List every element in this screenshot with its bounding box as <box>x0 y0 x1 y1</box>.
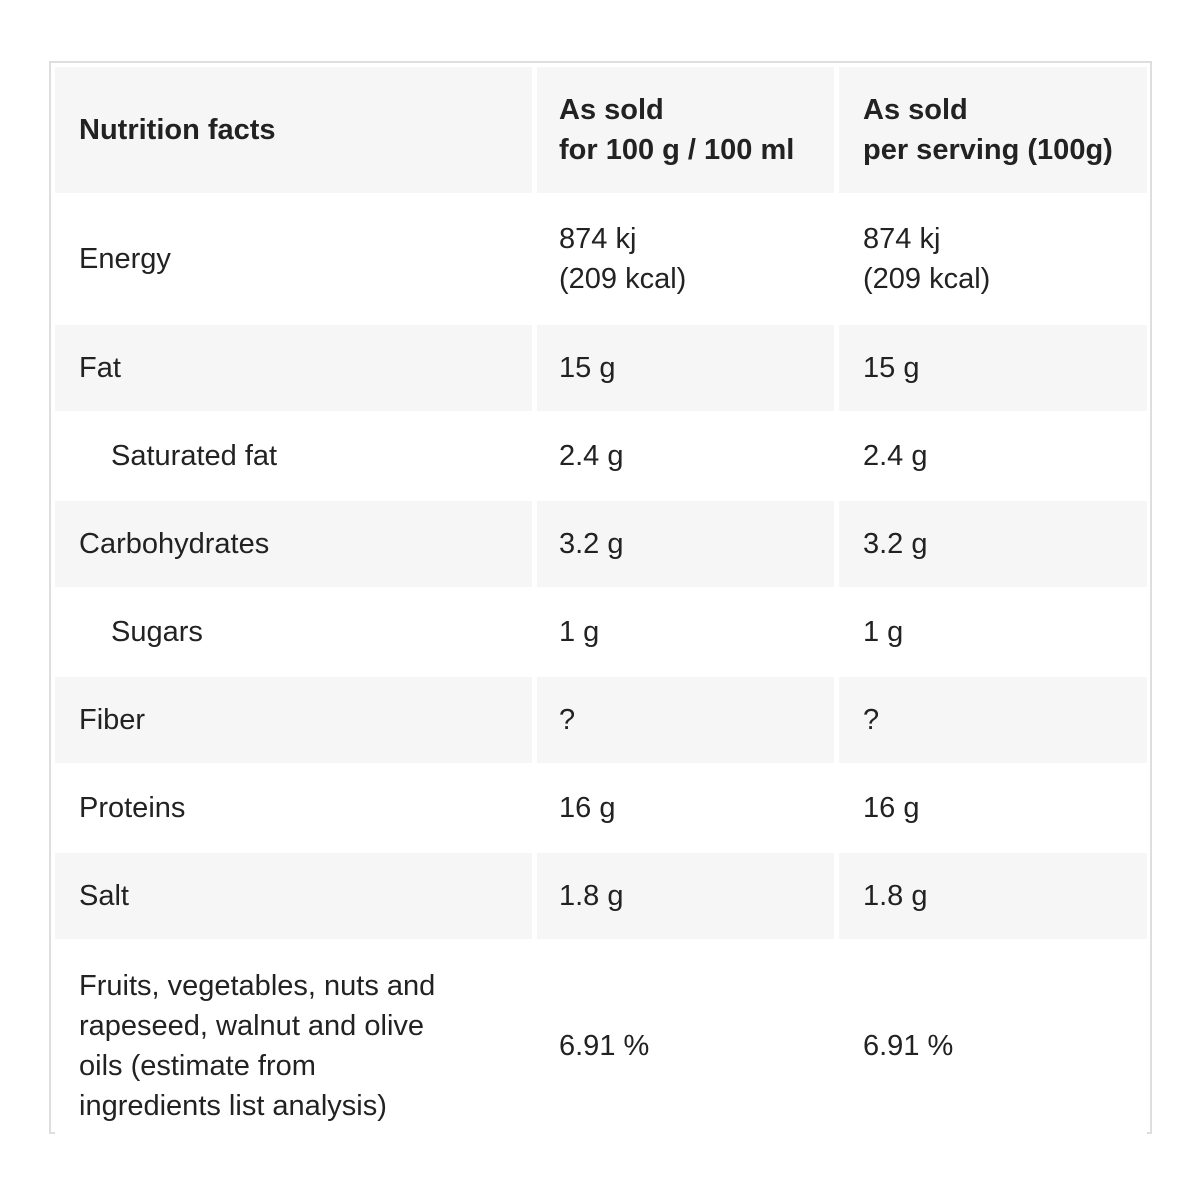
table-row-fat: Fat 15 g 15 g <box>55 325 1147 411</box>
table-row-sugars: Sugars 1 g 1 g <box>55 587 1147 677</box>
row-value-per-100: ? <box>537 677 834 763</box>
row-value-per-100: 874 kj (209 kcal) <box>537 193 834 325</box>
row-label: Carbohydrates <box>55 501 532 587</box>
row-label: Proteins <box>55 763 532 853</box>
table-row-salt: Salt 1.8 g 1.8 g <box>55 853 1147 939</box>
row-value-per-100: 1.8 g <box>537 853 834 939</box>
row-value-per-100: 1 g <box>537 587 834 677</box>
row-label: Energy <box>55 193 532 325</box>
row-value-per-serving: 1 g <box>839 587 1147 677</box>
row-value-per-serving: 874 kj (209 kcal) <box>839 193 1147 325</box>
row-value-per-100: 2.4 g <box>537 411 834 501</box>
row-value-per-serving: 6.91 % <box>839 939 1147 1153</box>
row-value-per-serving: ? <box>839 677 1147 763</box>
row-value-per-100: 16 g <box>537 763 834 853</box>
row-value-per-serving: 15 g <box>839 325 1147 411</box>
row-value-per-100: 6.91 % <box>537 939 834 1153</box>
row-label: Fiber <box>55 677 532 763</box>
row-label: Saturated fat <box>55 411 532 501</box>
header-nutrition-facts: Nutrition facts <box>55 67 532 193</box>
table-row-fruits-vegetables: Fruits, vegetables, nuts and rapeseed, w… <box>55 939 1147 1153</box>
table-row-fiber: Fiber ? ? <box>55 677 1147 763</box>
row-value-per-serving: 16 g <box>839 763 1147 853</box>
row-label: Fruits, vegetables, nuts and rapeseed, w… <box>55 939 532 1153</box>
row-value-per-serving: 2.4 g <box>839 411 1147 501</box>
table-row-saturated-fat: Saturated fat 2.4 g 2.4 g <box>55 411 1147 501</box>
table-row-proteins: Proteins 16 g 16 g <box>55 763 1147 853</box>
nutrition-table-container: Nutrition facts As sold for 100 g / 100 … <box>49 61 1152 1153</box>
row-value-per-100: 3.2 g <box>537 501 834 587</box>
header-per-serving: As sold per serving (100g) <box>839 67 1147 193</box>
table-row-energy: Energy 874 kj (209 kcal) 874 kj (209 kca… <box>55 193 1147 325</box>
row-value-per-serving: 1.8 g <box>839 853 1147 939</box>
header-per-100g: As sold for 100 g / 100 ml <box>537 67 834 193</box>
row-label: Fat <box>55 325 532 411</box>
table-header-row: Nutrition facts As sold for 100 g / 100 … <box>55 67 1147 193</box>
nutrition-facts-table: Nutrition facts As sold for 100 g / 100 … <box>55 67 1147 1153</box>
row-label: Sugars <box>55 587 532 677</box>
row-value-per-serving: 3.2 g <box>839 501 1147 587</box>
row-label: Salt <box>55 853 532 939</box>
row-value-per-100: 15 g <box>537 325 834 411</box>
table-row-carbohydrates: Carbohydrates 3.2 g 3.2 g <box>55 501 1147 587</box>
